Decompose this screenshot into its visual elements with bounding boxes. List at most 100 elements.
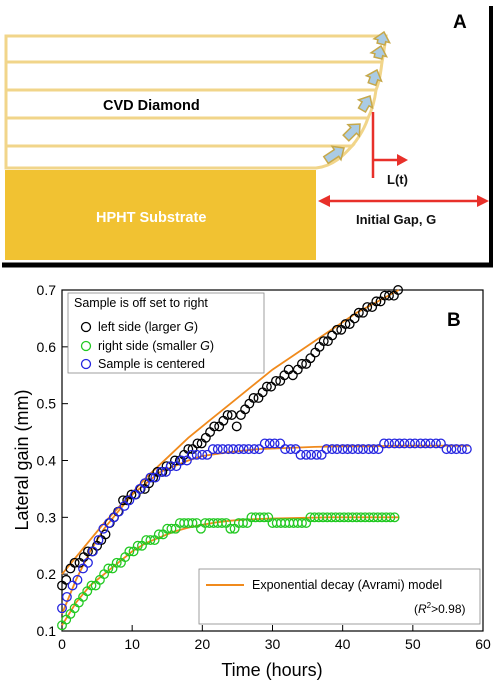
data-point	[435, 438, 446, 449]
panel-b-chart: 0 10 20 30 40 50 60 0.1 0.2 0.3 0.4 0.5 0.6 0.7 Time …	[12, 282, 491, 680]
data-point	[318, 336, 329, 347]
data-point	[153, 529, 164, 540]
data-point	[103, 563, 114, 574]
legend-title: Sample is off set to right	[74, 296, 208, 310]
data-point	[389, 438, 400, 449]
cvd-layer-5	[4, 34, 388, 64]
data-point	[409, 438, 420, 449]
data-point	[415, 438, 426, 449]
y-axis-label: Lateral gain (mm)	[12, 389, 32, 530]
data-point	[384, 438, 394, 449]
hpht-substrate-label: HPHT Substrate	[96, 210, 206, 226]
data-point	[176, 455, 187, 466]
data-point	[347, 444, 358, 455]
data-point	[306, 449, 317, 460]
legend-marker-centered	[80, 358, 92, 370]
y-tick-label: 0.6	[37, 339, 57, 355]
data-point	[249, 444, 260, 455]
growth-arrow-icon	[364, 68, 383, 87]
data-point	[316, 449, 327, 460]
data-point	[297, 358, 307, 369]
x-tick-label: 0	[58, 636, 66, 652]
data-point	[301, 449, 312, 460]
data-point	[223, 444, 234, 455]
data-point	[248, 393, 259, 403]
data-point	[61, 591, 72, 602]
data-point	[373, 444, 384, 455]
data-point	[441, 444, 452, 455]
data-point	[145, 535, 156, 546]
data-point	[187, 518, 198, 528]
panel-a-schematic: L(t) Initial Gap, G CVD Diamond HPHT Sub…	[2, 6, 493, 268]
data-point	[393, 285, 404, 295]
growth-arrow-shape	[369, 44, 389, 60]
data-point	[165, 461, 176, 472]
data-point	[139, 478, 150, 489]
data-point	[353, 307, 364, 318]
data-point	[259, 438, 270, 449]
data-point	[69, 557, 80, 568]
data-point	[254, 444, 265, 455]
panel-a-letter: A	[453, 12, 467, 33]
data-points	[57, 285, 472, 631]
data-point	[186, 449, 197, 460]
data-point	[238, 518, 248, 528]
data-point	[310, 347, 321, 358]
data-point	[166, 523, 177, 534]
data-point	[269, 438, 280, 449]
data-point	[209, 421, 220, 432]
cvd-diamond-layers	[4, 34, 388, 170]
data-point	[98, 523, 109, 534]
data-point	[327, 444, 338, 455]
data-point	[155, 466, 166, 477]
data-point	[384, 290, 394, 301]
data-point	[238, 444, 249, 455]
data-point	[461, 444, 472, 455]
data-point	[202, 449, 213, 460]
data-point	[181, 455, 192, 466]
data-point	[340, 319, 351, 330]
growth-arrow-icon	[356, 95, 374, 114]
gap-arrowhead-left-icon	[318, 195, 330, 207]
data-point	[61, 574, 72, 585]
data-point	[108, 512, 119, 523]
gap-label: Initial Gap, G	[356, 212, 436, 227]
data-point	[119, 501, 130, 511]
y-tick-label: 0.4	[37, 453, 57, 469]
data-point	[290, 444, 301, 455]
data-point	[218, 415, 229, 426]
hpht-substrate	[5, 170, 316, 260]
data-point	[233, 444, 244, 455]
growth-arrow-shape	[364, 68, 383, 87]
data-point	[171, 461, 182, 472]
growth-arrow-shape	[322, 145, 345, 165]
panel-b-letter: B	[447, 310, 461, 331]
legend-label-centered: Sample is centered	[98, 357, 205, 371]
cvd-layer-4	[4, 60, 384, 92]
data-point	[111, 557, 122, 568]
data-point	[205, 427, 216, 438]
data-point	[100, 529, 111, 540]
data-point	[124, 546, 135, 557]
data-point	[389, 512, 400, 523]
data-point	[266, 381, 277, 392]
data-point	[207, 444, 218, 455]
series-legend-box	[67, 292, 265, 374]
data-point	[344, 319, 355, 330]
axis-ticks: 0 10 20 30 40 50 60 0.1 0.2 0.3 0.4 0.5 0.6 0.7	[37, 282, 491, 652]
y-tick-label: 0.3	[37, 509, 57, 525]
x-axis-label: Time (hours)	[221, 660, 322, 680]
data-point	[292, 364, 303, 375]
fit-legend-r2: (R2>0.98)	[414, 601, 466, 616]
data-point	[264, 438, 275, 449]
data-point	[332, 444, 343, 455]
data-point	[191, 449, 202, 460]
data-point	[287, 370, 298, 381]
data-point	[457, 444, 467, 455]
series-legend: Sample is off set to right left side (la…	[67, 292, 265, 374]
data-point	[217, 444, 228, 455]
fit-curve	[61, 444, 469, 615]
cvd-layer-1	[4, 144, 356, 170]
data-point	[451, 444, 462, 455]
